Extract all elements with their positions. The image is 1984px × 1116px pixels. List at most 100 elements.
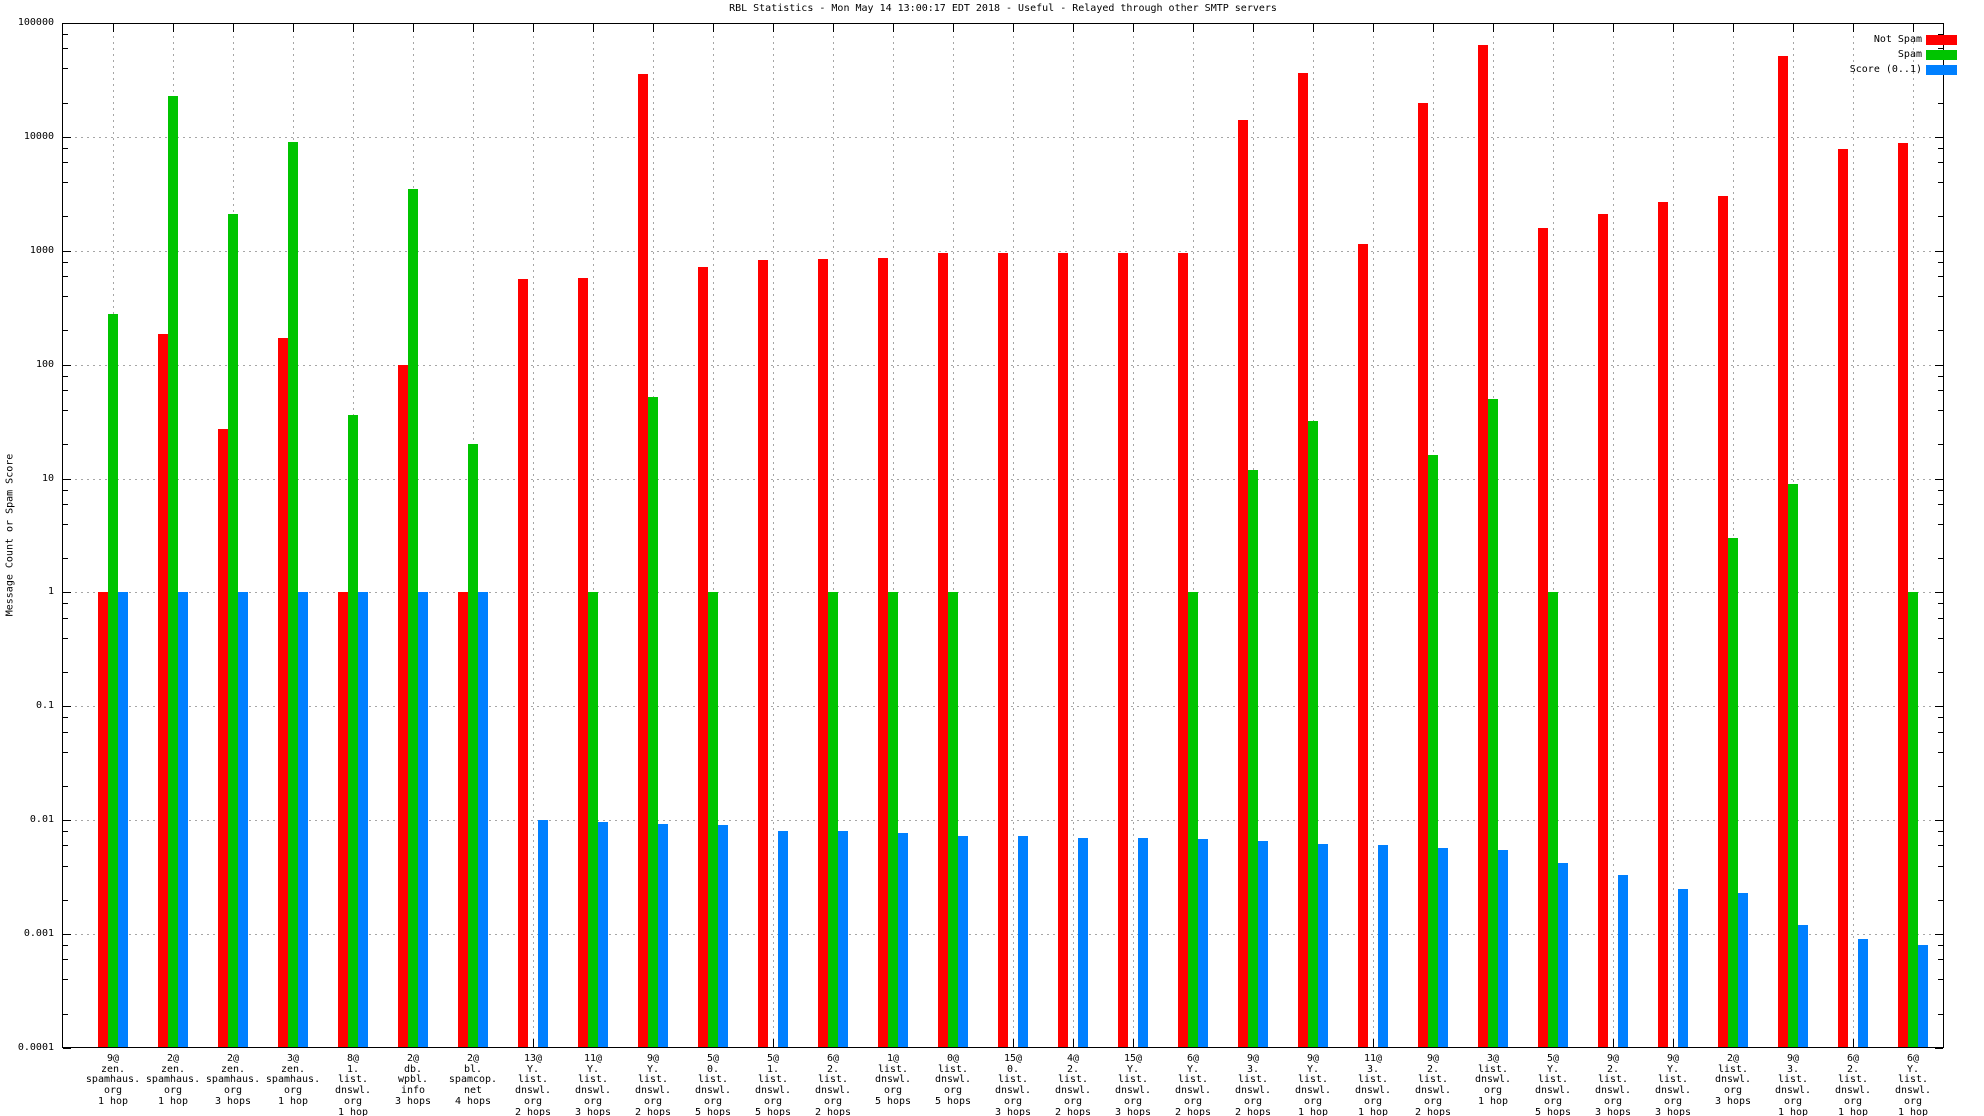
y-axis-minor-tick	[1938, 296, 1943, 297]
bar-score	[1738, 893, 1748, 1047]
bar-score	[1618, 875, 1628, 1047]
y-axis-minor-tick	[63, 490, 68, 491]
x-axis-tick	[1133, 1039, 1134, 1047]
y-axis-minor-tick	[1938, 34, 1943, 35]
y-axis-minor-tick	[63, 524, 68, 525]
y-axis-minor-tick	[63, 603, 68, 604]
x-tick-label: 5@ Y. list. dnswl. org 5 hops	[1534, 1053, 1572, 1116]
bar-score	[418, 592, 428, 1047]
y-tick-label: 1	[47, 586, 54, 597]
bar-score	[838, 831, 848, 1047]
x-axis-tick	[1613, 1039, 1614, 1047]
bar-not-spam	[818, 259, 828, 1047]
x-axis-tick	[1133, 24, 1134, 32]
legend-swatch-spam	[1926, 50, 1957, 60]
bar-score	[1798, 925, 1808, 1047]
x-tick-label: 11@ 3. list. dnswl. org 1 hop	[1354, 1053, 1392, 1116]
y-axis-minor-tick	[1938, 752, 1943, 753]
bar-score	[1258, 841, 1268, 1047]
y-axis-major-tick	[63, 706, 71, 707]
y-axis-major-tick	[1935, 820, 1943, 821]
y-axis-minor-tick	[63, 262, 68, 263]
y-axis-minor-tick	[63, 866, 68, 867]
bar-spam	[708, 592, 718, 1047]
x-axis-tick	[1373, 1039, 1374, 1047]
x-tick-label: 11@ Y. list. dnswl. org 3 hops	[574, 1053, 612, 1116]
x-tick-label: 9@ Y. list. dnswl. org 3 hops	[1654, 1053, 1692, 1116]
bar-not-spam	[638, 74, 648, 1047]
y-axis-minor-tick	[1938, 524, 1943, 525]
bar-score	[298, 592, 308, 1047]
legend-item-label: Score (0..1)	[1849, 64, 1922, 75]
bar-score	[1138, 838, 1148, 1047]
x-axis-tick	[1073, 1039, 1074, 1047]
y-axis-minor-tick	[63, 672, 68, 673]
y-axis-minor-tick	[63, 959, 68, 960]
x-axis-tick	[1073, 24, 1074, 32]
bar-not-spam	[578, 278, 588, 1047]
bar-not-spam	[1418, 103, 1428, 1047]
y-axis-major-tick	[63, 251, 71, 252]
bar-not-spam	[1538, 228, 1548, 1047]
x-tick-label: 9@ zen. spamhaus. org 1 hop	[85, 1053, 141, 1107]
bar-spam	[1728, 538, 1738, 1047]
gridline-vertical	[1133, 24, 1134, 1047]
bar-spam	[648, 397, 658, 1047]
gridline-horizontal	[63, 137, 1943, 138]
x-tick-label: 9@ Y. list. dnswl. org 1 hop	[1294, 1053, 1332, 1116]
y-axis-minor-tick	[1938, 330, 1943, 331]
y-axis-minor-tick	[1938, 831, 1943, 832]
bar-not-spam	[1298, 73, 1308, 1047]
bar-score	[898, 833, 908, 1047]
y-axis-minor-tick	[1938, 148, 1943, 149]
y-axis-major-tick	[1935, 251, 1943, 252]
gridline-vertical	[1013, 24, 1014, 1047]
x-axis-tick	[113, 24, 114, 32]
y-axis-minor-tick	[1938, 410, 1943, 411]
y-axis-minor-tick	[1938, 979, 1943, 980]
bar-not-spam	[1898, 143, 1908, 1047]
x-tick-label: 2@ db. wpbl. info 3 hops	[394, 1053, 432, 1107]
x-axis-tick	[833, 24, 834, 32]
bar-score	[538, 820, 548, 1047]
bar-score	[238, 592, 248, 1047]
bar-spam	[1248, 470, 1258, 1047]
bar-score	[478, 592, 488, 1047]
bar-spam	[348, 415, 358, 1047]
x-axis-tick	[1673, 24, 1674, 32]
y-tick-label: 1000	[29, 245, 54, 256]
y-axis-minor-tick	[63, 330, 68, 331]
y-tick-label: 0.1	[35, 700, 54, 711]
y-axis-minor-tick	[1938, 162, 1943, 163]
bar-spam	[1908, 592, 1918, 1047]
y-axis-minor-tick	[1938, 786, 1943, 787]
x-tick-label: 8@ 1. list. dnswl. org 1 hop	[334, 1053, 372, 1116]
bar-not-spam	[518, 279, 528, 1047]
y-axis-minor-tick	[1938, 845, 1943, 846]
bar-score	[1858, 939, 1868, 1047]
bar-not-spam	[1778, 56, 1788, 1047]
y-axis-major-tick	[1935, 23, 1943, 24]
y-axis-minor-tick	[1938, 216, 1943, 217]
x-axis-tick	[1853, 24, 1854, 32]
bar-spam	[288, 142, 298, 1047]
bar-score	[1558, 863, 1568, 1047]
y-axis-minor-tick	[63, 103, 68, 104]
y-axis-minor-tick	[63, 732, 68, 733]
bar-score	[1018, 836, 1028, 1047]
x-tick-label: 2@ list. dnswl. org 3 hops	[1714, 1053, 1752, 1107]
x-axis-tick	[1013, 24, 1014, 32]
bar-score	[1318, 844, 1328, 1047]
x-axis-tick	[1253, 24, 1254, 32]
x-axis-tick	[653, 24, 654, 32]
x-axis-tick	[1373, 24, 1374, 32]
bar-not-spam	[278, 338, 288, 1047]
gridline-horizontal	[63, 251, 1943, 252]
bar-not-spam	[698, 267, 708, 1047]
y-axis-minor-tick	[1938, 558, 1943, 559]
y-axis-minor-tick	[1938, 866, 1943, 867]
y-axis-major-tick	[63, 365, 71, 366]
y-axis-minor-tick	[1938, 444, 1943, 445]
legend-swatch-score	[1926, 65, 1957, 75]
